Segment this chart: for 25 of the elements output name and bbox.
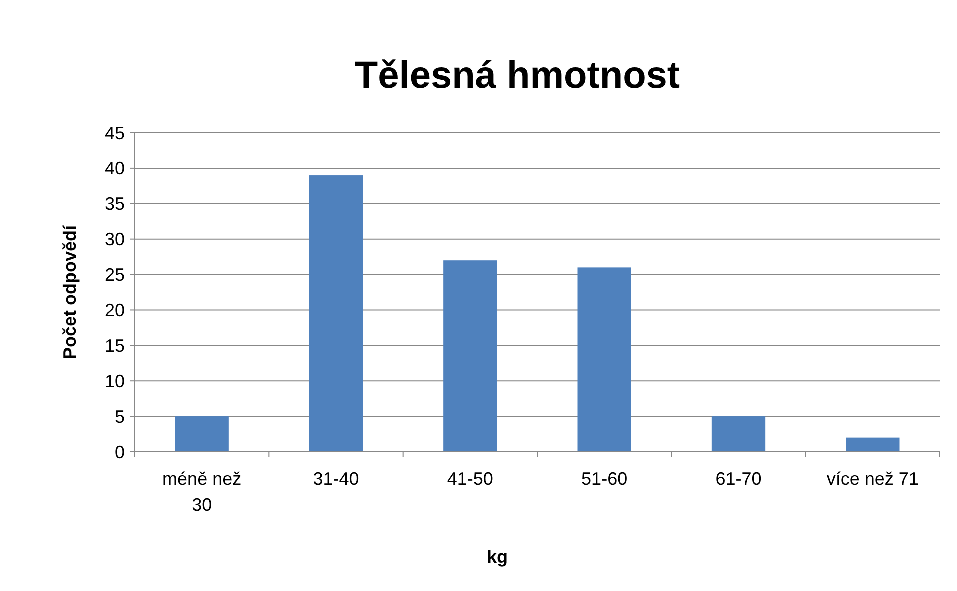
x-tick-label: 31-40	[313, 469, 360, 489]
bar	[175, 416, 229, 452]
x-tick-label: 41-50	[447, 469, 494, 489]
y-tick-label: 25	[104, 265, 125, 286]
x-tick-label: méně než 30	[162, 469, 242, 515]
chart-title: Tělesná hmotnost	[354, 55, 680, 97]
x-tick-label: 51-60	[582, 469, 628, 489]
x-tick-label: více než 71	[826, 469, 919, 489]
y-axis-title: Počet odpovědí	[60, 224, 80, 360]
bar	[846, 438, 900, 452]
y-tick-label: 45	[104, 123, 125, 144]
y-tick-label: 30	[104, 230, 125, 250]
y-tick-label: 40	[104, 158, 125, 179]
bar	[309, 176, 364, 452]
y-tick-label: 0	[114, 442, 125, 462]
bar	[578, 268, 632, 452]
y-tick-label: 15	[104, 336, 125, 356]
y-tick-label: 10	[104, 371, 125, 392]
y-tick-label: 5	[114, 406, 125, 427]
x-axis-title: kg	[486, 547, 508, 567]
bar	[712, 416, 766, 452]
y-tick-label: 20	[104, 300, 125, 321]
y-tick-label: 35	[104, 194, 125, 214]
x-tick-label: 61-70	[716, 469, 762, 489]
bar	[444, 260, 498, 452]
